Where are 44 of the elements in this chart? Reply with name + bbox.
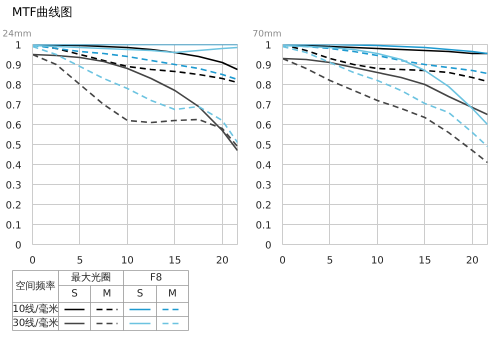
y-tick-label: 0.2 (256, 200, 272, 212)
y-tick-label: 0 (15, 240, 22, 252)
x-tick-label: 5 (76, 256, 84, 266)
y-tick-label: 0.7 (256, 100, 272, 112)
y-tick-label: 0.5 (6, 140, 22, 152)
y-tick-label: 1 (265, 40, 272, 52)
text: S (71, 288, 78, 300)
chart-subtitle: 70mm (252, 30, 282, 40)
y-tick-label: 0.8 (6, 80, 22, 92)
text: M (102, 288, 112, 300)
y-tick-label: 0.9 (6, 60, 22, 72)
y-tick-label: 0.4 (6, 160, 22, 172)
text: 30线/毫米 (12, 317, 59, 329)
y-tick-label: 0.1 (256, 220, 272, 232)
y-tick-label: 0.5 (256, 140, 272, 152)
y-tick-label: 0.6 (6, 120, 22, 132)
y-tick-label: 0.4 (256, 160, 272, 172)
text: F8 (150, 272, 162, 284)
y-tick-label: 0.8 (256, 80, 272, 92)
y-tick-label: 0 (265, 240, 272, 252)
text: 最大光圈 (71, 272, 111, 284)
x-tick-label: 0 (279, 256, 286, 266)
y-tick-label: 0.9 (256, 60, 272, 72)
text: M (168, 288, 177, 300)
x-tick-label: 10 (121, 256, 134, 266)
y-tick-label: 0.6 (256, 120, 272, 132)
x-tick-label: 15 (418, 256, 432, 266)
x-tick-label: 20 (466, 256, 479, 266)
y-tick-label: 0.3 (6, 180, 22, 192)
x-tick-label: 0 (29, 256, 36, 266)
x-tick-label: 15 (168, 256, 182, 266)
text: S (136, 288, 144, 300)
y-tick-label: 0.2 (6, 200, 22, 212)
text: 10线/毫米 (12, 303, 59, 315)
x-tick-label: 20 (216, 256, 229, 266)
chart-subtitle: 24mm (2, 30, 32, 40)
y-tick-label: 0.3 (256, 180, 272, 192)
y-tick-label: 1 (15, 40, 22, 52)
text: 空间频率 (16, 280, 56, 292)
chart-title: MTF曲线图 (12, 4, 73, 21)
x-tick-label: 10 (371, 256, 384, 266)
y-tick-label: 0.1 (6, 220, 22, 232)
x-tick-label: 5 (326, 256, 334, 266)
y-tick-label: 0.7 (6, 100, 22, 112)
